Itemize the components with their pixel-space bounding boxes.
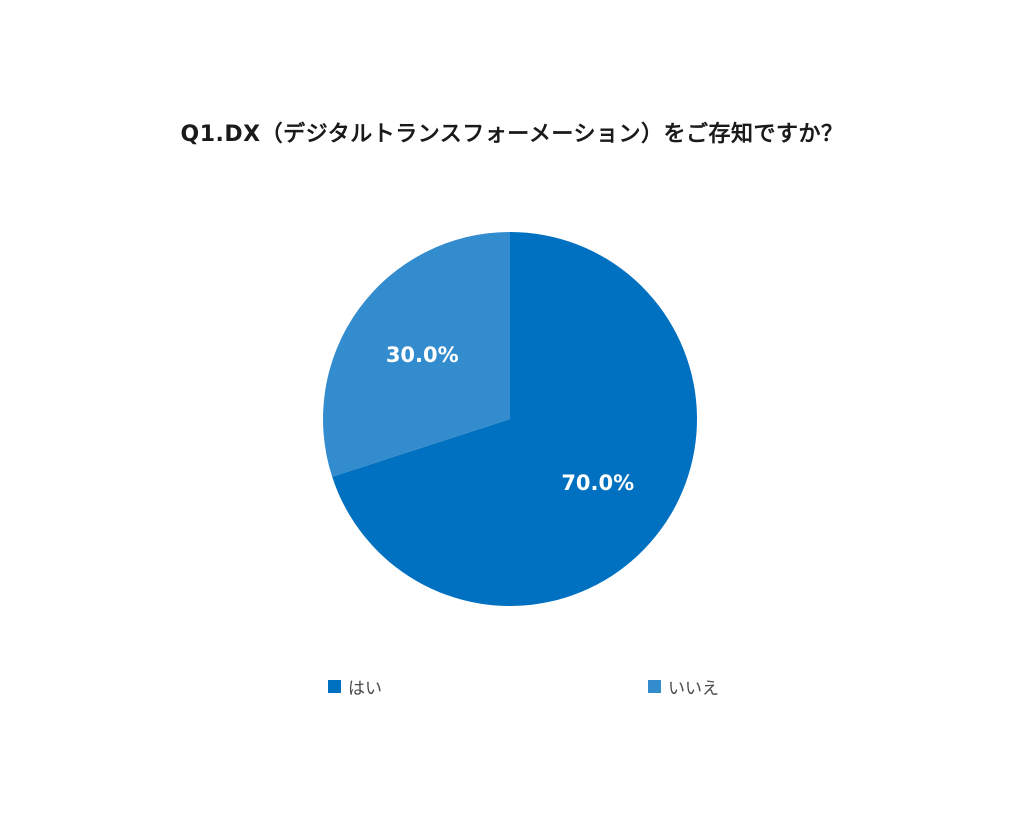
legend: はい いいえ xyxy=(0,674,1024,699)
data-label-yes: 70.0% xyxy=(561,471,634,495)
legend-label-no: いいえ xyxy=(668,679,719,699)
chart-title: Q1.DX（デジタルトランスフォーメーション）をご存知ですか？ xyxy=(180,122,844,147)
pie-slice-no xyxy=(322,232,510,477)
legend-label-yes: はい xyxy=(348,679,382,699)
legend-item-no: いいえ xyxy=(648,674,719,699)
legend-swatch-yes xyxy=(328,680,341,693)
legend-item-yes: はい xyxy=(328,674,382,699)
legend-swatch-no xyxy=(648,680,661,693)
pie-slice-yes xyxy=(332,232,697,606)
data-label-no: 30.0% xyxy=(386,343,459,367)
